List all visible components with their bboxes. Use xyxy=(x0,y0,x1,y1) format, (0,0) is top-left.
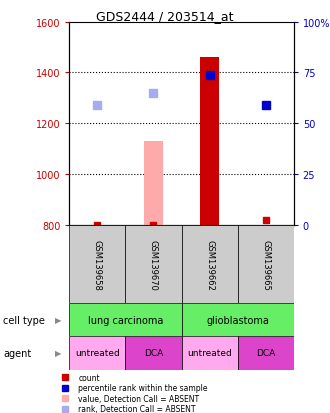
Text: untreated: untreated xyxy=(75,349,120,358)
Bar xyxy=(182,304,294,337)
Text: percentile rank within the sample: percentile rank within the sample xyxy=(78,383,208,392)
Bar xyxy=(125,225,182,304)
Text: agent: agent xyxy=(3,348,32,358)
Bar xyxy=(182,337,238,370)
Bar xyxy=(125,337,182,370)
Text: lung carcinoma: lung carcinoma xyxy=(88,315,163,325)
Bar xyxy=(144,142,163,225)
Text: GSM139662: GSM139662 xyxy=(205,239,214,290)
Bar xyxy=(200,58,219,225)
Text: GSM139658: GSM139658 xyxy=(93,239,102,290)
Bar xyxy=(69,337,125,370)
Text: rank, Detection Call = ABSENT: rank, Detection Call = ABSENT xyxy=(78,404,196,413)
Text: value, Detection Call = ABSENT: value, Detection Call = ABSENT xyxy=(78,394,199,403)
Text: count: count xyxy=(78,373,100,382)
Text: ▶: ▶ xyxy=(54,349,61,358)
Text: DCA: DCA xyxy=(256,349,275,358)
Bar xyxy=(69,304,182,337)
Bar xyxy=(69,225,125,304)
Text: cell type: cell type xyxy=(3,315,45,325)
Text: GDS2444 / 203514_at: GDS2444 / 203514_at xyxy=(96,10,234,23)
Text: untreated: untreated xyxy=(187,349,232,358)
Bar xyxy=(238,337,294,370)
Bar xyxy=(238,225,294,304)
Text: glioblastoma: glioblastoma xyxy=(206,315,269,325)
Text: GSM139665: GSM139665 xyxy=(261,239,270,290)
Text: DCA: DCA xyxy=(144,349,163,358)
Text: ▶: ▶ xyxy=(54,316,61,325)
Text: GSM139670: GSM139670 xyxy=(149,239,158,290)
Bar xyxy=(182,225,238,304)
